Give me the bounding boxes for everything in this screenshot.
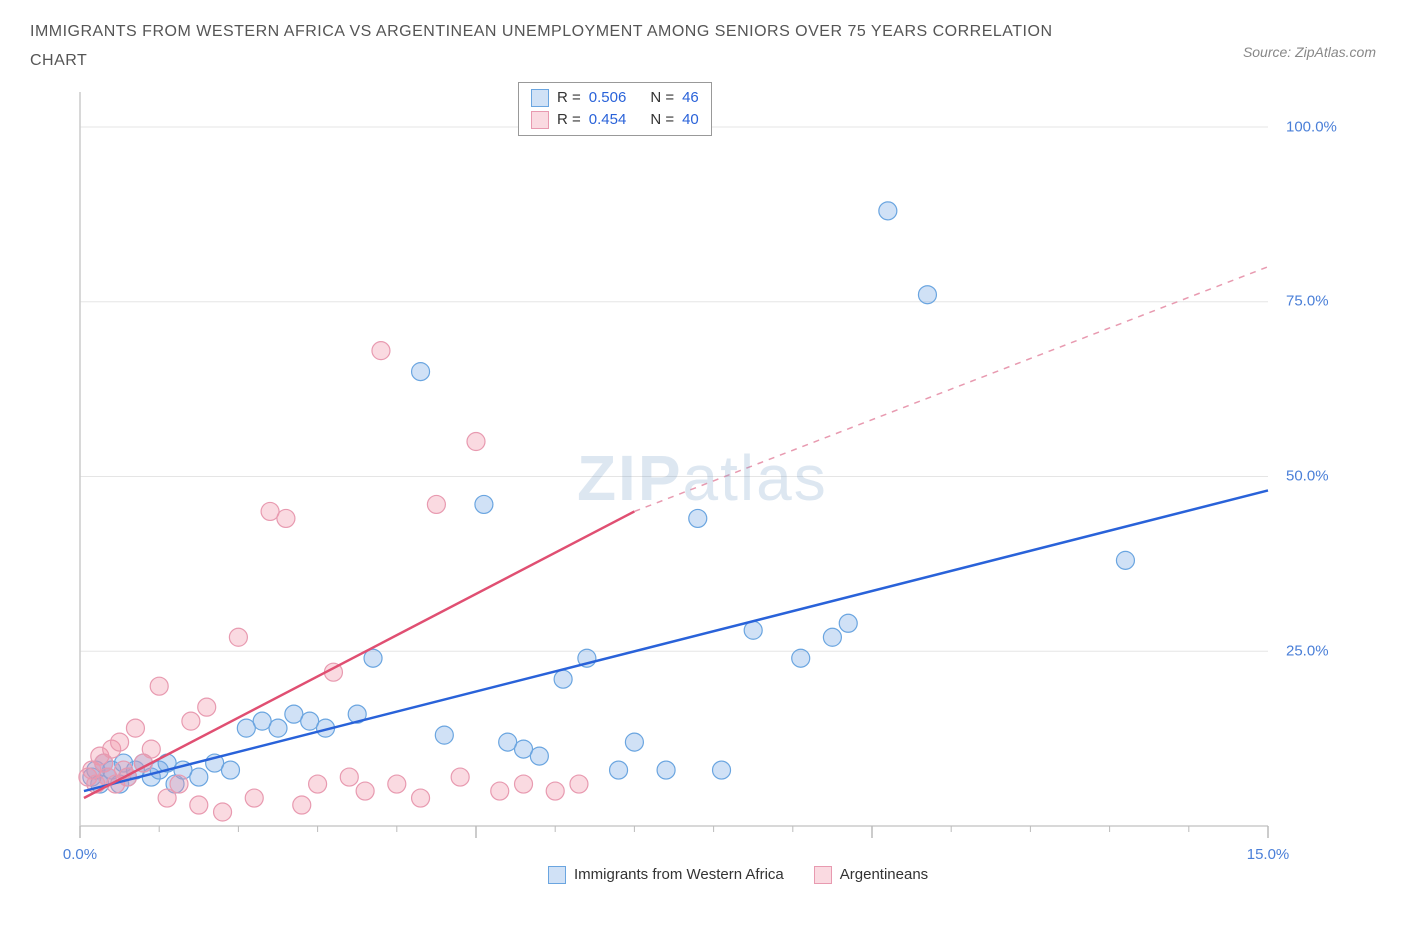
n-label: N = [650, 89, 674, 106]
n-value-b: 40 [682, 111, 699, 128]
y-tick-label: 50.0% [1286, 468, 1329, 485]
source-credit: Source: ZipAtlas.com [1243, 44, 1376, 60]
r-value-a: 0.506 [589, 89, 627, 106]
swatch-series-b [814, 866, 832, 884]
stats-legend: R = 0.506 N = 46 R = 0.454 N = 40 [518, 82, 712, 136]
page-title: IMMIGRANTS FROM WESTERN AFRICA VS ARGENT… [30, 18, 1080, 76]
x-tick-label: 0.0% [63, 846, 97, 863]
r-label: R = [557, 111, 581, 128]
n-value-a: 46 [682, 89, 699, 106]
y-tick-label: 75.0% [1286, 293, 1329, 310]
y-tick-label: 100.0% [1286, 118, 1337, 135]
r-label: R = [557, 89, 581, 106]
stats-row-series-b: R = 0.454 N = 40 [531, 111, 699, 129]
swatch-series-a [548, 866, 566, 884]
stats-row-series-a: R = 0.506 N = 46 [531, 89, 699, 107]
chart-plot-area [78, 86, 1348, 886]
legend-item-a: Immigrants from Western Africa [548, 866, 784, 884]
swatch-series-b [531, 111, 549, 129]
y-tick-label: 25.0% [1286, 642, 1329, 659]
swatch-series-a [531, 89, 549, 107]
x-tick-label: 15.0% [1247, 846, 1290, 863]
legend-item-b: Argentineans [814, 866, 928, 884]
n-label: N = [650, 111, 674, 128]
legend-label-a: Immigrants from Western Africa [574, 866, 784, 883]
series-legend: Immigrants from Western Africa Argentine… [548, 866, 928, 884]
r-value-b: 0.454 [589, 111, 627, 128]
legend-label-b: Argentineans [840, 866, 928, 883]
